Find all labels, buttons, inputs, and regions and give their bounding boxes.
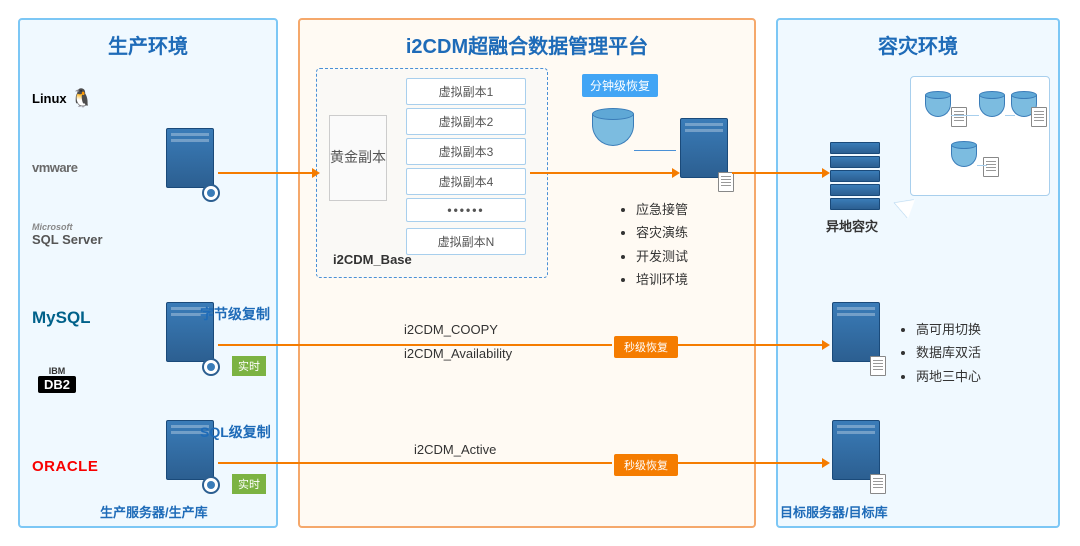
server-mid-1 xyxy=(680,118,728,188)
tag-realtime-2: 实时 xyxy=(232,474,266,494)
logo-linux: Linux🐧 xyxy=(32,88,93,109)
doc-cloud-3 xyxy=(983,157,999,177)
label-dr-footer: 目标服务器/目标库 xyxy=(780,502,888,521)
cyl-connector xyxy=(634,150,676,151)
virtual-copy-4: 虚拟副本4 xyxy=(406,168,526,195)
gold-copy-box: 黄金副本 xyxy=(329,115,387,201)
mid-feature-list: 应急接管 容灾演练 开发测试 培训环境 xyxy=(620,198,688,292)
arrow-3 xyxy=(218,462,612,464)
cyl-cloud-4 xyxy=(951,141,977,169)
arrow-2-head xyxy=(822,340,830,350)
dr-feature-list: 高可用切换 数据库双活 两地三中心 xyxy=(900,318,981,388)
label-coopy: i2CDM_COOPY xyxy=(404,322,498,337)
panel-prod-title: 生产环境 xyxy=(20,20,276,69)
label-availability: i2CDM_Availability xyxy=(404,346,512,361)
logo-vmware: vmware xyxy=(32,160,77,175)
doc-cloud-2 xyxy=(1031,107,1047,127)
i2cdm-base-label: i2CDM_Base xyxy=(333,252,412,267)
arrow-2 xyxy=(218,344,612,346)
cylinder-mid xyxy=(592,108,634,150)
panel-mid-title: i2CDM超融合数据管理平台 xyxy=(300,20,754,69)
arrow-1a-head xyxy=(312,168,320,178)
arrow-1c xyxy=(732,172,824,174)
arrow-1b xyxy=(530,172,674,174)
label-active: i2CDM_Active xyxy=(414,442,496,457)
panel-dr-title: 容灾环境 xyxy=(778,20,1058,69)
tag-sec-recover-2: 秒级恢复 xyxy=(614,454,678,476)
cyl-cloud-1 xyxy=(925,91,951,119)
virtual-copy-3: 虚拟副本3 xyxy=(406,138,526,165)
arrow-3b xyxy=(676,462,824,464)
arrow-1c-head xyxy=(822,168,830,178)
server-rack-dr xyxy=(830,142,880,212)
virtual-copy-n: 虚拟副本N xyxy=(406,228,526,255)
logo-mysql: MySQL xyxy=(32,308,91,328)
server-dr-3 xyxy=(832,420,880,490)
virtual-copy-1: 虚拟副本1 xyxy=(406,78,526,105)
cyl-cloud-2 xyxy=(979,91,1005,119)
tag-sec-recover-1: 秒级恢复 xyxy=(614,336,678,358)
tag-minute-recover: 分钟级恢复 xyxy=(582,74,658,97)
server-prod-1 xyxy=(166,128,214,198)
dr-feat-2: 数据库双活 xyxy=(916,341,981,364)
arrow-1a xyxy=(218,172,314,174)
server-dr-2 xyxy=(832,302,880,372)
virtual-copy-2: 虚拟副本2 xyxy=(406,108,526,135)
arrow-1b-head xyxy=(672,168,680,178)
logo-sqlserver: Microsoft SQL Server xyxy=(32,222,103,247)
label-byte-copy: 字节级复制 xyxy=(200,304,270,324)
virtual-copy-dots: •••••• xyxy=(406,198,526,222)
cloud-box xyxy=(910,76,1050,196)
mid-feat-2: 容灾演练 xyxy=(636,221,688,244)
mid-feat-1: 应急接管 xyxy=(636,198,688,221)
dr-feat-1: 高可用切换 xyxy=(916,318,981,341)
logo-oracle: ORACLE xyxy=(32,458,98,475)
doc-cloud-1 xyxy=(951,107,967,127)
mid-feat-4: 培训环境 xyxy=(636,268,688,291)
label-sql-copy: SQL级复制 xyxy=(200,422,271,442)
label-offsite-dr: 异地容灾 xyxy=(826,216,878,235)
gold-copy-label: 黄金副本 xyxy=(330,148,386,168)
dr-feat-3: 两地三中心 xyxy=(916,365,981,388)
arrow-2b xyxy=(676,344,824,346)
mid-feat-3: 开发测试 xyxy=(636,245,688,268)
tag-realtime-1: 实时 xyxy=(232,356,266,376)
label-prod-footer: 生产服务器/生产库 xyxy=(100,502,208,521)
logo-db2: IBM DB2 xyxy=(38,366,76,393)
arrow-3-head xyxy=(822,458,830,468)
